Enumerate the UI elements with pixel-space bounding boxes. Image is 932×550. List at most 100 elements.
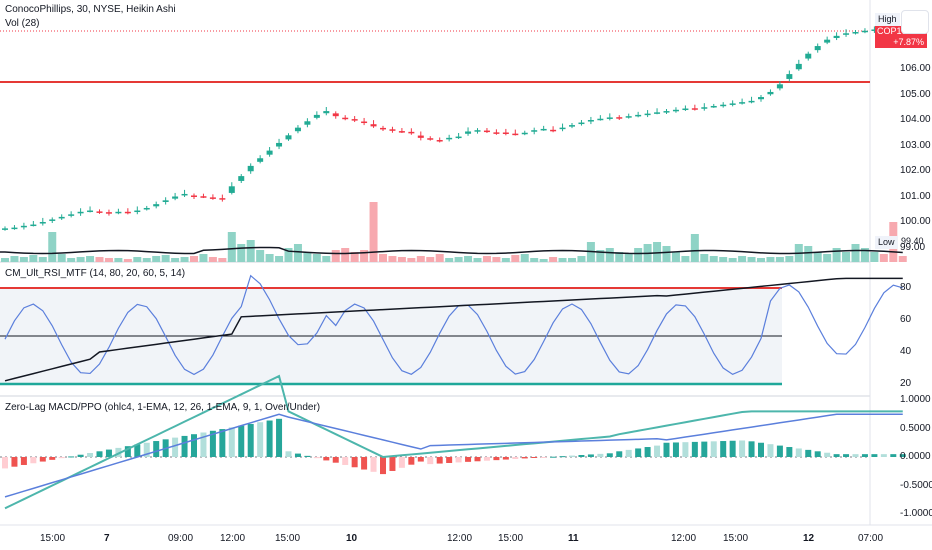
volume-bar [322, 256, 331, 262]
volume-bar [426, 257, 435, 262]
candle-body [465, 131, 472, 134]
candle-body [162, 200, 169, 202]
price-tick-label: 99.00 [900, 241, 926, 253]
volume-bar [218, 258, 227, 262]
volume-bar [57, 254, 66, 262]
price-tick-label: 103.00 [900, 139, 931, 151]
volume-bar [671, 252, 680, 262]
candle-body [701, 107, 708, 109]
candle-body [672, 109, 679, 112]
volume-bar [823, 254, 832, 262]
candle-body [540, 128, 547, 131]
macd-histogram-bar [625, 449, 632, 457]
macd-histogram-bar [739, 440, 746, 457]
candle-body [389, 129, 396, 131]
candle-body [871, 29, 878, 31]
volume-bar [133, 257, 142, 262]
macd-histogram-bar [398, 457, 405, 468]
volume-bar [29, 255, 38, 262]
macd-histogram-bar [578, 455, 585, 457]
volume-bar [558, 258, 567, 262]
volume-bar [38, 257, 47, 262]
volume-bar [293, 244, 302, 262]
volume-bar [454, 257, 463, 262]
macd-histogram-bar [672, 442, 679, 457]
volume-bar [577, 256, 586, 262]
candle-body [720, 104, 727, 107]
macd-histogram-bar [455, 457, 462, 463]
symbol-label: COP [877, 26, 897, 36]
macd-histogram-bar [380, 457, 386, 475]
volume-bar [67, 258, 76, 262]
volume-bar [190, 256, 198, 262]
candle-body [748, 100, 755, 103]
chart-settings-icon[interactable] [901, 10, 929, 34]
volume-bar [123, 259, 132, 262]
rsi-tick-label: 20 [900, 378, 912, 389]
macd-histogram-bar [720, 441, 727, 457]
volume-bar [397, 257, 406, 262]
macd-histogram-bar [559, 456, 566, 458]
candle-body [172, 196, 179, 199]
volume-bar [1, 258, 9, 262]
macd-histogram-bar [342, 457, 349, 465]
volume-bar [653, 242, 662, 262]
candle-body [408, 131, 415, 134]
price-tick-label: 104.00 [900, 114, 931, 125]
candle-body [474, 130, 481, 132]
candle-body [521, 132, 528, 135]
macd-histogram-bar [361, 457, 368, 470]
macd-histogram-bar [124, 446, 131, 457]
volume-bar [549, 257, 558, 262]
macd-histogram-bar [200, 432, 207, 457]
volume-bar [180, 257, 189, 262]
candle-body [30, 224, 37, 227]
macd-histogram-bar [153, 441, 160, 457]
macd-histogram-bar [824, 452, 831, 457]
macd-histogram-bar [11, 457, 18, 467]
macd-histogram-bar [58, 457, 65, 459]
macd-histogram-bar [550, 456, 557, 458]
candle-body [304, 121, 311, 125]
candle-body [342, 117, 349, 120]
macd-histogram-bar [710, 441, 717, 457]
macd-histogram-bar [852, 454, 859, 457]
candle-body [427, 138, 434, 140]
macd-histogram-bar [143, 442, 150, 457]
volume-bar [634, 248, 643, 262]
macd-histogram-bar [219, 429, 226, 457]
macd-histogram-bar [313, 457, 320, 459]
macd-histogram-bar [502, 457, 509, 460]
volume-bar [86, 256, 95, 262]
time-tick-label: 10 [346, 533, 358, 544]
macd-histogram-bar [597, 453, 604, 457]
candle-body [238, 176, 245, 181]
candle-body [228, 186, 235, 193]
candle-body [2, 228, 8, 230]
candle-body [417, 135, 424, 138]
volume-bar [766, 257, 775, 262]
volume-bar [114, 258, 123, 262]
volume-bar [199, 254, 208, 262]
candle-body [96, 211, 103, 213]
candle-body [200, 196, 207, 198]
macd-histogram-bar [238, 425, 245, 457]
volume-bar [379, 254, 387, 262]
candle-body [493, 132, 500, 134]
volume-bar [501, 258, 510, 262]
volume-bar [473, 258, 482, 262]
macd-histogram-bar [465, 457, 472, 462]
volume-bar [284, 248, 293, 262]
macd-histogram-bar [266, 420, 273, 457]
volume-bar [681, 256, 690, 262]
candle-body [191, 195, 197, 197]
macd-histogram-bar [332, 457, 339, 463]
candle-body [663, 111, 670, 113]
volume-bar [530, 258, 539, 262]
volume-bar [246, 240, 255, 262]
volume-bar [275, 256, 284, 262]
macd-histogram-bar [635, 448, 642, 457]
macd-histogram-bar [370, 457, 377, 472]
high-label: High [875, 13, 900, 26]
